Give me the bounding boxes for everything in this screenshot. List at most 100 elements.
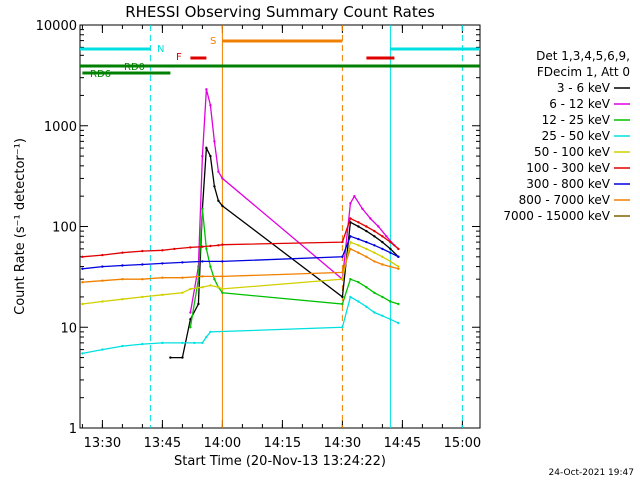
series-line-7 (82, 247, 399, 283)
series-point-6 (349, 235, 352, 238)
series-point-0 (169, 356, 172, 359)
x-tick-label: 14:30 (324, 436, 361, 451)
series-point-1 (349, 202, 352, 205)
series-point-4 (365, 247, 368, 251)
series-line-5 (82, 217, 399, 258)
series-point-2 (209, 265, 212, 268)
series-point-0 (181, 356, 184, 359)
series-point-3 (373, 311, 376, 314)
series-point-3 (397, 321, 400, 325)
legend-header-line-2: FDecim 1, Att 0 (537, 65, 630, 79)
series-point-5 (201, 245, 204, 248)
series-point-4 (397, 265, 400, 268)
series-point-0 (209, 154, 212, 158)
series-point-5 (397, 247, 400, 251)
series-point-1 (221, 177, 224, 180)
series-point-4 (181, 291, 184, 294)
series-point-3 (365, 305, 368, 308)
series-point-7 (397, 267, 400, 270)
series-point-6 (161, 262, 164, 265)
series-point-0 (373, 235, 376, 238)
series-point-1 (201, 154, 204, 158)
series-point-5 (81, 255, 84, 258)
series-point-3 (201, 341, 204, 345)
series-point-0 (213, 185, 216, 188)
series-point-6 (81, 267, 84, 270)
series-point-5 (101, 253, 104, 257)
series-point-7 (365, 255, 368, 258)
x-tick-label: 14:45 (384, 436, 421, 451)
y-tick-label: 10 (60, 321, 77, 336)
series-point-3 (181, 341, 184, 345)
y-tick-label: 1 (69, 422, 77, 437)
legend-entry-label: 3 - 6 keV (557, 81, 611, 95)
series-point-4 (341, 278, 344, 281)
series-point-4 (221, 287, 224, 291)
legend-entry-label: 50 - 100 keV (534, 145, 611, 159)
series-point-5 (373, 229, 376, 233)
series-point-4 (101, 300, 104, 303)
series-point-2 (189, 326, 192, 329)
series-point-3 (341, 326, 344, 329)
series-point-4 (141, 295, 144, 299)
series-line-6 (82, 235, 399, 270)
x-axis-label: Start Time (20-Nov-13 13:24:22) (174, 454, 386, 469)
series-point-7 (373, 260, 376, 263)
series-point-5 (341, 240, 344, 244)
series-point-5 (189, 246, 192, 249)
series-point-5 (381, 235, 384, 238)
series-line-2 (189, 208, 399, 328)
series-point-4 (373, 251, 376, 254)
series-point-5 (121, 251, 124, 254)
series-point-6 (341, 255, 344, 258)
series-point-5 (221, 243, 224, 246)
series-point-5 (161, 249, 164, 252)
series-point-3 (349, 295, 352, 299)
series-point-1 (213, 140, 216, 143)
series-point-7 (357, 251, 360, 254)
series-point-4 (81, 302, 84, 306)
series-point-3 (193, 341, 196, 345)
series-point-7 (381, 263, 384, 266)
legend-entry-label: 25 - 50 keV (542, 129, 611, 143)
series-point-5 (349, 217, 352, 220)
series-point-6 (365, 240, 368, 244)
series-point-3 (101, 348, 104, 351)
series-point-0 (341, 295, 344, 299)
legend-entry-label: 7000 - 15000 keV (503, 209, 610, 223)
series-point-4 (217, 286, 220, 289)
series-point-1 (385, 235, 388, 238)
series-point-3 (161, 341, 164, 345)
series-point-6 (373, 244, 376, 247)
series-point-1 (209, 104, 212, 107)
legend-entry-label: 100 - 300 keV (526, 161, 610, 175)
series-point-1 (377, 225, 380, 228)
series-point-2 (397, 302, 400, 306)
y-axis-label: Count Rate (s⁻¹ detector⁻¹) (13, 138, 28, 315)
series-point-4 (161, 293, 164, 296)
flag-label-s: S (210, 36, 216, 47)
series-point-0 (381, 240, 384, 244)
legend-header-line-1: Det 1,3,4,5,6,9, (536, 49, 630, 63)
series-point-7 (81, 281, 84, 284)
series-point-5 (389, 240, 392, 244)
series-point-0 (389, 247, 392, 251)
series-point-3 (389, 318, 392, 321)
series-point-7 (101, 279, 104, 282)
legend-entry-label: 12 - 25 keV (542, 113, 611, 127)
series-point-6 (141, 263, 144, 266)
series-point-1 (189, 311, 192, 314)
series-point-2 (365, 286, 368, 289)
series-point-7 (341, 271, 344, 274)
series-point-2 (389, 300, 392, 303)
legend-entry-label: 300 - 800 keV (526, 177, 610, 191)
series-line-0 (170, 145, 399, 359)
series-point-1 (361, 207, 364, 210)
legend-entry-label: 6 - 12 keV (549, 97, 611, 111)
series-point-2 (221, 291, 224, 294)
series-point-5 (173, 247, 176, 251)
series-point-3 (141, 342, 144, 346)
series-point-6 (101, 265, 104, 268)
series-point-7 (221, 275, 224, 278)
